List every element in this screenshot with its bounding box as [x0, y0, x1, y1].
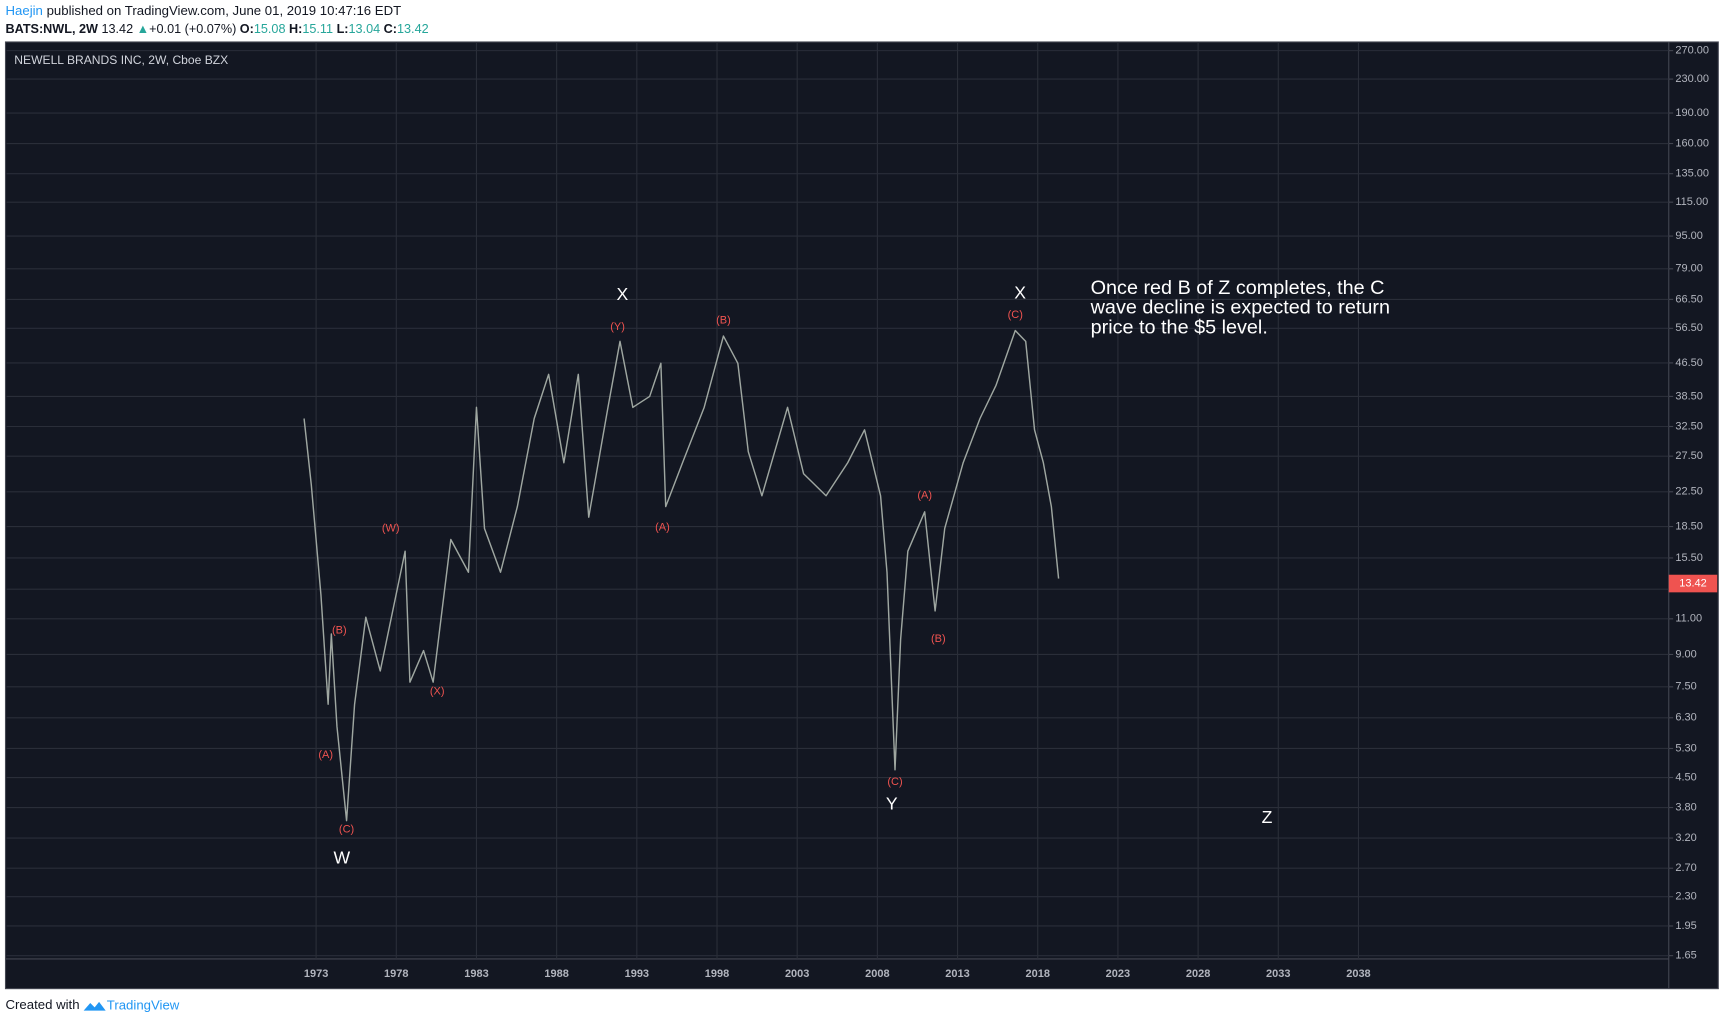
publish-line: Haejin published on TradingView.com, Jun… [6, 4, 402, 19]
y-tick-label: 6.30 [1675, 712, 1696, 724]
y-tick-label: 190.00 [1675, 107, 1709, 119]
x-tick-label: 2038 [1346, 968, 1370, 980]
y-tick-label: 115.00 [1675, 196, 1708, 208]
last-price-label: 13.42 [1679, 577, 1707, 589]
author[interactable]: Haejin [6, 4, 43, 19]
x-tick-label: 2028 [1186, 968, 1210, 980]
open: 15.08 [254, 22, 286, 36]
y-tick-label: 79.00 [1675, 263, 1703, 275]
x-tick-label: 1978 [384, 968, 408, 980]
x-tick-label: 1993 [625, 968, 649, 980]
wave-label: Y [886, 793, 898, 813]
x-tick-label: 2013 [945, 968, 969, 980]
footer-created: Created with [6, 998, 80, 1013]
symbol-line: BATS:NWL, 2W 13.42 ▲+0.01 (+0.07%) O:15.… [6, 22, 429, 36]
x-tick-label: 2018 [1025, 968, 1049, 980]
y-tick-label: 66.50 [1675, 293, 1703, 305]
y-tick-label: 95.00 [1675, 230, 1703, 242]
axes: 270.00 230.00 190.00 160.00 135.00 115.00 95.0… [304, 45, 1718, 980]
symbol: BATS:NWL, 2W [6, 22, 99, 36]
wave-label: X [617, 284, 629, 304]
wave-label: (W) [382, 522, 400, 534]
low-label: L: [337, 22, 349, 36]
wave-label: (A) [917, 490, 932, 502]
y-tick-label: 2.30 [1675, 891, 1696, 903]
note-line: wave decline is expected to return [1090, 297, 1390, 319]
y-tick-label: 2.70 [1675, 862, 1696, 874]
y-tick-label: 38.50 [1675, 390, 1703, 402]
chart-title: NEWELL BRANDS INC, 2W, Cboe BZX [14, 53, 228, 67]
created: Created with [6, 998, 80, 1013]
wave-label: (B) [332, 624, 347, 636]
open-label: O: [240, 22, 254, 36]
chart-frame [4, 41, 1719, 990]
y-tick-label: 7.50 [1675, 681, 1696, 693]
x-tick-label: 2003 [785, 968, 809, 980]
y-tick-label: 46.50 [1675, 357, 1703, 369]
x-tick-label: 2023 [1106, 968, 1130, 980]
x-tick-label: 1988 [544, 968, 568, 980]
last-price-tag [1668, 574, 1718, 593]
y-tick-label: 3.20 [1675, 832, 1696, 844]
y-tick-label: 27.50 [1675, 450, 1703, 462]
last: 13.42 [101, 22, 133, 36]
price-line [303, 329, 1060, 822]
wave-label: (A) [318, 749, 333, 761]
y-tick-label: 4.50 [1675, 771, 1696, 783]
x-tick-label: 2033 [1266, 968, 1290, 980]
y-tick-label: 18.50 [1675, 520, 1703, 532]
grid [6, 41, 1669, 959]
tradingview-logo [83, 1001, 106, 1011]
x-tick-label: 2008 [865, 968, 889, 980]
wave-label: Z [1262, 807, 1273, 827]
y-tick-label: 230.00 [1675, 73, 1709, 85]
y-tick-label: 270.00 [1675, 45, 1709, 57]
high: 15.11 [302, 22, 333, 36]
wave-label: W [333, 847, 350, 867]
x-tick-label: 1983 [464, 968, 488, 980]
y-tick-label: 135.00 [1675, 168, 1709, 180]
note-line: Once red B of Z completes, the C [1091, 277, 1385, 299]
published: published on TradingView.com, June 01, 2… [47, 4, 402, 19]
close: 13.42 [397, 22, 429, 36]
note-line: price to the $5 level. [1091, 316, 1268, 338]
wave-label: X [1014, 283, 1026, 303]
y-tick-label: 1.95 [1675, 920, 1696, 932]
change: +0.01 (+0.07%) [149, 22, 236, 36]
y-tick-label: 160.00 [1675, 137, 1709, 149]
y-tick-label: 11.00 [1675, 613, 1702, 625]
high-label: H: [289, 22, 302, 36]
arrow: ▲ [137, 22, 150, 36]
y-tick-label: 56.50 [1675, 322, 1703, 334]
y-tick-label: 15.50 [1675, 552, 1703, 564]
y-tick-label: 1.65 [1675, 950, 1696, 962]
y-tick-label: 9.00 [1675, 648, 1696, 660]
x-tick-label: 1973 [304, 968, 328, 980]
wave-label: (Y) [610, 321, 625, 333]
close-label: C: [384, 22, 397, 36]
footer-brand[interactable]: TradingView [107, 998, 180, 1013]
wave-label: (A) [655, 521, 670, 533]
y-tick-label: 5.30 [1675, 742, 1696, 754]
wave-label: (X) [430, 686, 445, 698]
wave-label: (C) [887, 776, 902, 788]
wave-label: (C) [1008, 309, 1023, 321]
y-tick-label: 22.50 [1675, 486, 1703, 498]
y-tick-label: 3.80 [1675, 801, 1696, 813]
wave-label: (C) [339, 823, 354, 835]
wave-label: (B) [716, 315, 731, 327]
x-tick-label: 1998 [705, 968, 729, 980]
y-tick-label: 32.50 [1675, 420, 1703, 432]
plot: W (C) (A) (B) (W) (X) X (Y) (A) (B) (C) Y (A) (B) (C) X… [303, 277, 1390, 867]
low: 13.04 [349, 22, 381, 36]
wave-label: (B) [931, 633, 946, 645]
